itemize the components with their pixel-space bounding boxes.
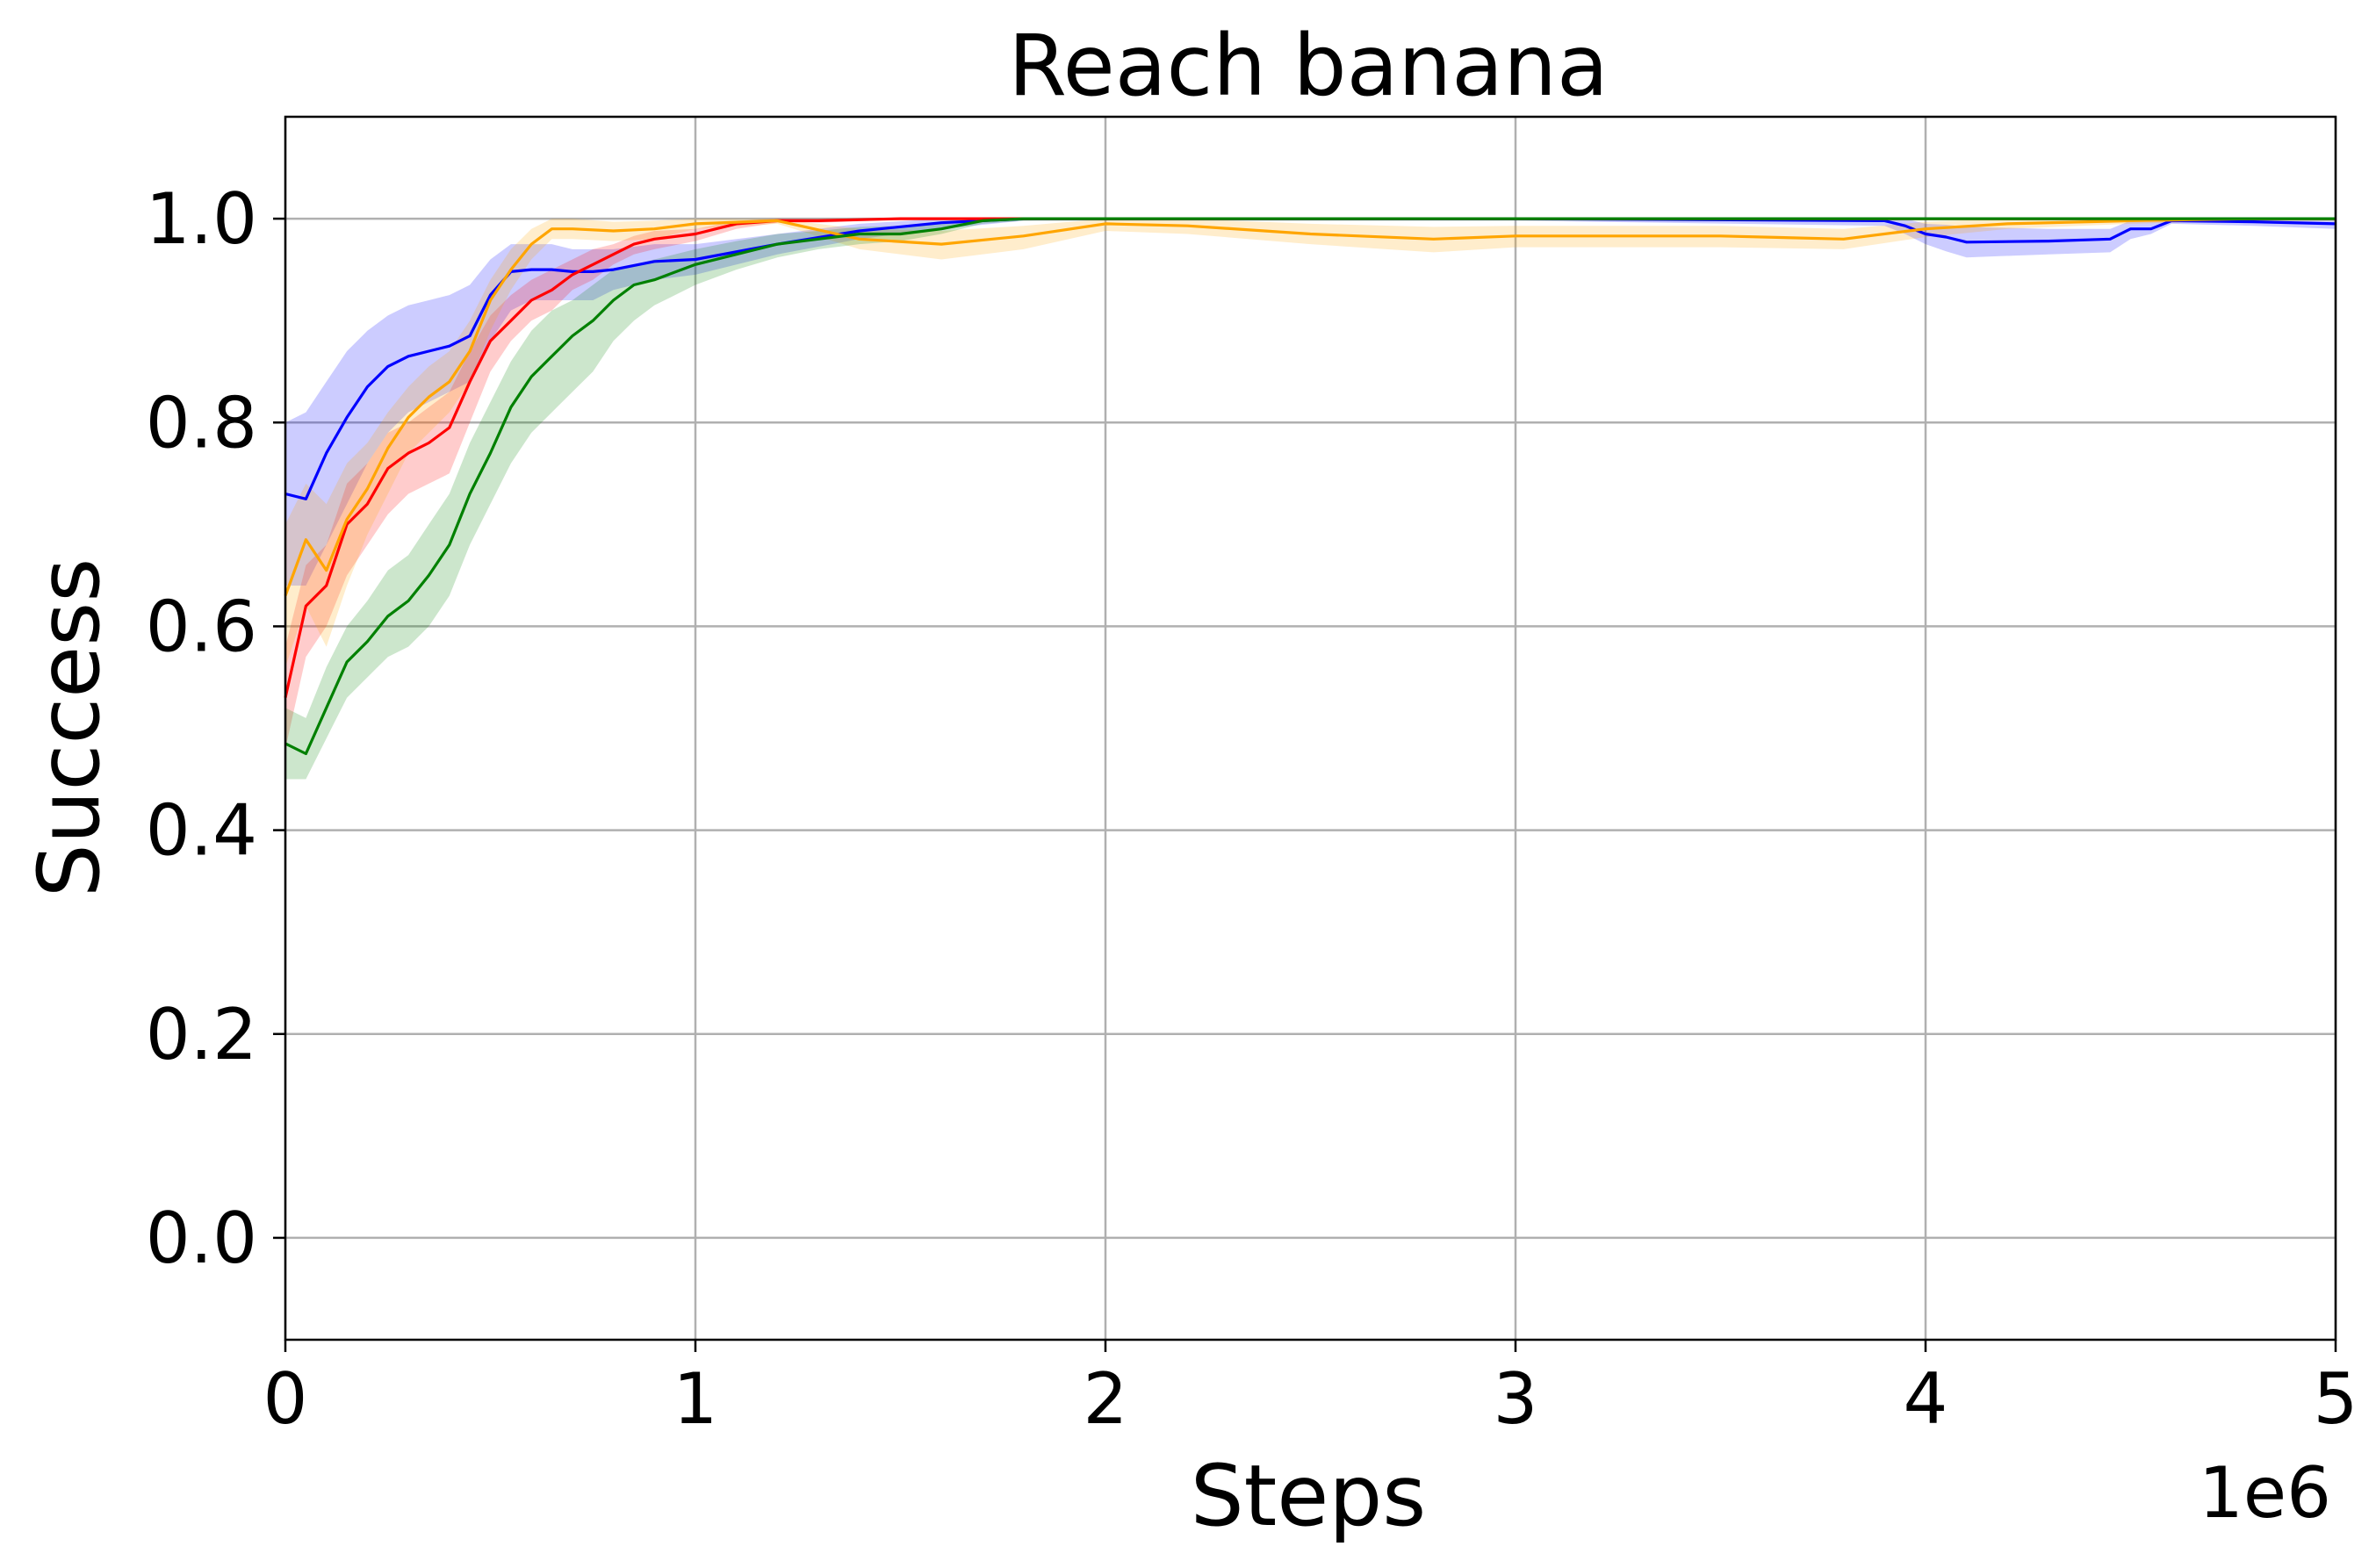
x-axis-ticks: 0 1 2 3 4 5 — [263, 1340, 2358, 1440]
chart-title: Reach banana — [1008, 17, 1609, 115]
series-2-line — [284, 217, 2336, 597]
series-3-band — [285, 219, 2336, 780]
y-axis-label: Success — [20, 558, 119, 897]
x-tick-label-5: 5 — [2314, 1358, 2358, 1440]
series-lines — [284, 217, 2336, 756]
series-3-line — [284, 217, 2336, 756]
series-1-line — [284, 217, 2336, 699]
y-tick-label-4: 0.8 — [146, 382, 257, 464]
x-tick-label-2: 2 — [1084, 1358, 1128, 1440]
y-tick-label-5: 1.0 — [146, 178, 257, 260]
x-tick-label-0: 0 — [263, 1358, 308, 1440]
series-0-line — [284, 217, 2336, 500]
y-tick-label-0: 0.0 — [146, 1198, 257, 1279]
y-tick-label-1: 0.2 — [146, 994, 257, 1075]
x-tick-label-1: 1 — [673, 1358, 718, 1440]
y-axis-ticks: 0.0 0.2 0.4 0.6 0.8 1.0 — [146, 178, 285, 1279]
y-tick-label-2: 0.4 — [146, 790, 257, 872]
x-axis-offset-label: 1e6 — [2199, 1452, 2331, 1534]
plot-frame — [284, 115, 2337, 1341]
confidence-bands — [285, 219, 2336, 780]
x-tick-label-4: 4 — [1904, 1358, 1948, 1440]
y-tick-label-3: 0.6 — [146, 586, 257, 667]
x-tick-label-3: 3 — [1494, 1358, 1538, 1440]
x-axis-label: Steps — [1191, 1447, 1427, 1545]
